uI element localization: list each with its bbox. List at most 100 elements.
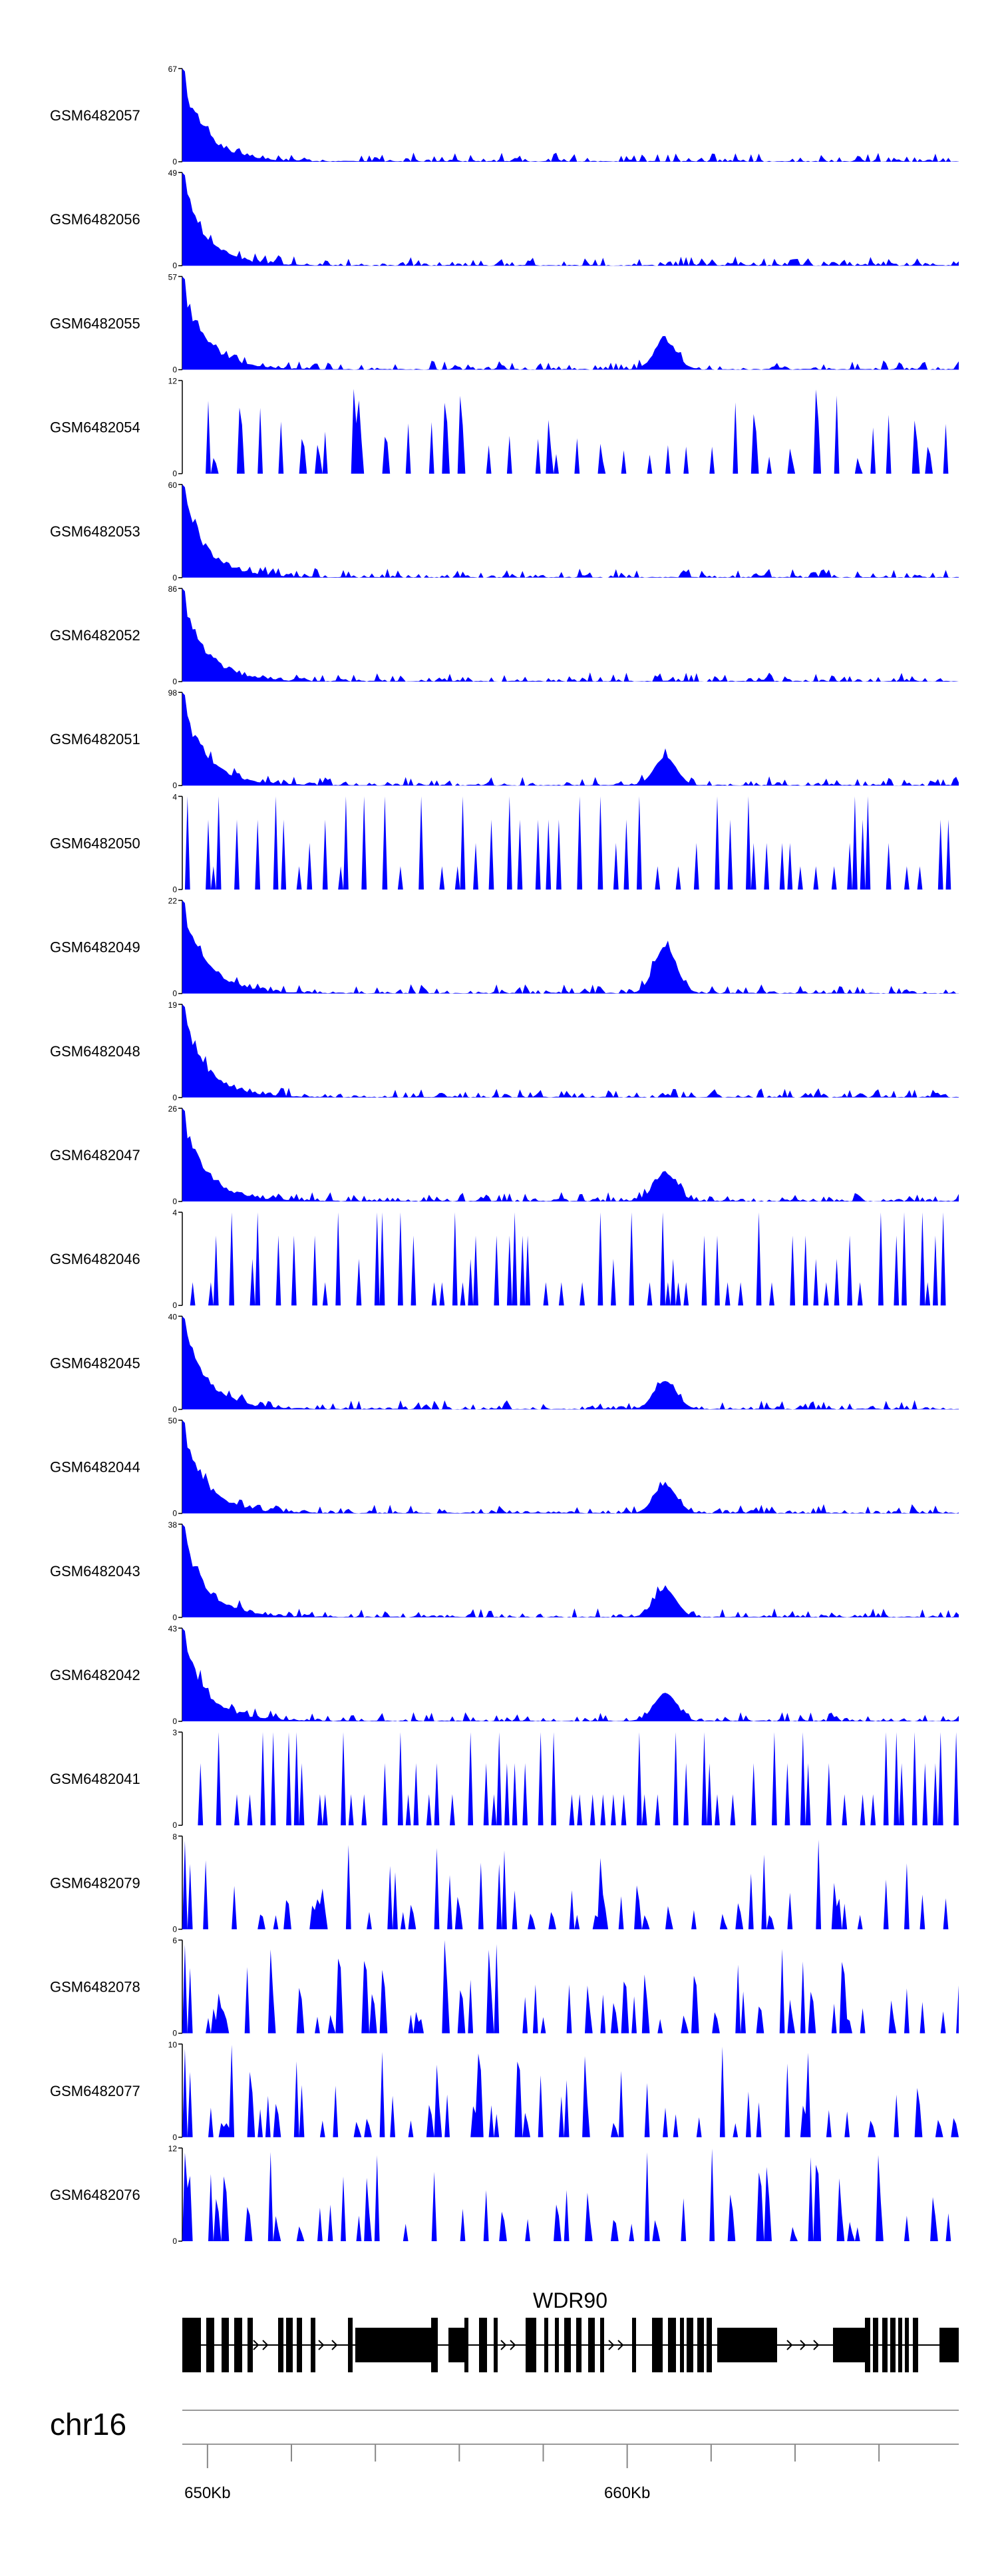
- gene-exon: [479, 2318, 487, 2372]
- gene-model: [182, 2318, 959, 2372]
- y-tick-label-zero: 0: [172, 1717, 177, 1726]
- y-tick-label-max: 3: [172, 1728, 177, 1737]
- coverage-area: [182, 389, 959, 474]
- track: GSM6482044 50 0: [50, 1416, 959, 1518]
- chromosome-label: chr16: [50, 2407, 126, 2442]
- track: GSM6482050 4 0: [50, 792, 959, 894]
- y-tick-label-zero: 0: [172, 469, 177, 479]
- gene-exon: [448, 2328, 464, 2362]
- gene-exon: [555, 2318, 559, 2372]
- strand-arrow: [617, 2340, 624, 2350]
- y-tick-label-zero: 0: [172, 157, 177, 166]
- gene-exon: [600, 2318, 604, 2372]
- strand-arrow: [253, 2340, 259, 2350]
- track-label: GSM6482050: [50, 835, 140, 851]
- track: GSM6482054 12 0: [50, 377, 959, 479]
- y-tick-label-max: 22: [168, 897, 178, 906]
- y-tick-label-zero: 0: [172, 2237, 177, 2246]
- axis-tick-label: 650Kb: [184, 2484, 230, 2502]
- y-tick-label-zero: 0: [172, 1509, 177, 1518]
- y-tick-label-zero: 0: [172, 1821, 177, 1830]
- y-tick-label-max: 86: [168, 584, 178, 594]
- gene-exon: [464, 2318, 468, 2372]
- y-tick-label-max: 57: [168, 272, 178, 282]
- strand-arrow: [813, 2340, 820, 2350]
- y-tick-label-max: 6: [172, 1936, 177, 1946]
- track-label: GSM6482055: [50, 315, 140, 331]
- strand-arrow: [262, 2340, 269, 2350]
- y-tick-label-max: 10: [168, 2040, 178, 2049]
- gene-exon: [355, 2328, 363, 2362]
- coverage-area: [182, 1420, 959, 1514]
- y-tick-label-max: 4: [172, 792, 177, 801]
- y-tick-label-zero: 0: [172, 1924, 177, 1934]
- gene-exon: [687, 2318, 693, 2372]
- coverage-area: [182, 484, 959, 578]
- gene-exon: [234, 2318, 242, 2372]
- track: GSM6482042 43 0: [50, 1624, 959, 1726]
- track: GSM6482049 22 0: [50, 897, 959, 998]
- coverage-area: [182, 2148, 959, 2241]
- strand-arrow: [318, 2340, 325, 2350]
- track-label: GSM6482057: [50, 107, 140, 124]
- gene-exon: [905, 2318, 909, 2372]
- gene-exon: [890, 2318, 896, 2372]
- y-tick-label-max: 38: [168, 1520, 178, 1530]
- strand-arrow: [786, 2340, 793, 2350]
- gene-label: WDR90: [533, 2288, 607, 2312]
- chromosome-axis: chr16 650Kb 660Kb: [50, 2407, 959, 2502]
- y-tick-label-zero: 0: [172, 2133, 177, 2142]
- coverage-area: [182, 172, 959, 266]
- gene-exon: [526, 2318, 536, 2372]
- track: GSM6482046 4 0: [50, 1208, 959, 1310]
- coverage-tracks: GSM6482057670GSM6482056490GSM6482055570G…: [50, 65, 959, 2246]
- coverage-area: [182, 692, 959, 786]
- track: GSM6482048 19 0: [50, 1000, 959, 1102]
- track-label: GSM6482052: [50, 627, 140, 644]
- y-tick-label-zero: 0: [172, 885, 177, 894]
- gene-exon: [898, 2318, 902, 2372]
- gene-exon: [363, 2328, 431, 2362]
- gene-exon: [588, 2318, 595, 2372]
- gene-exon: [564, 2318, 571, 2372]
- coverage-area: [182, 900, 959, 994]
- gene-exon: [494, 2318, 498, 2372]
- axis-tick-label: 660Kb: [604, 2484, 650, 2502]
- track-label: GSM6482076: [50, 2187, 140, 2203]
- gene-exon: [544, 2318, 548, 2372]
- gene-exon: [873, 2318, 878, 2372]
- gene-exon: [717, 2328, 777, 2362]
- coverage-area: [182, 276, 959, 370]
- track-label: GSM6482046: [50, 1251, 140, 1267]
- track: GSM6482056 49 0: [50, 168, 959, 270]
- y-tick-label-zero: 0: [172, 781, 177, 790]
- y-tick-label-max: 60: [168, 481, 178, 490]
- gene-exon: [865, 2318, 870, 2372]
- coverage-area: [182, 1524, 959, 1617]
- track-label: GSM6482043: [50, 1563, 140, 1580]
- y-tick-label-max: 40: [168, 1312, 178, 1321]
- gene-exon: [206, 2318, 214, 2372]
- y-tick-label-max: 12: [168, 2144, 178, 2153]
- y-tick-label-max: 26: [168, 1104, 178, 1114]
- y-tick-label-max: 67: [168, 65, 178, 74]
- coverage-area: [182, 1628, 959, 1721]
- gene-exon: [182, 2318, 201, 2372]
- gene-exon: [913, 2318, 918, 2372]
- coverage-area: [182, 588, 959, 682]
- gene-exon: [348, 2318, 353, 2372]
- coverage-area: [182, 1004, 959, 1098]
- y-tick-label-zero: 0: [172, 1404, 177, 1414]
- gene-exon: [311, 2318, 315, 2372]
- track-label: GSM6482047: [50, 1147, 140, 1164]
- strand-arrow: [500, 2340, 507, 2350]
- track: GSM6482079 8 0: [50, 1832, 959, 1934]
- axis-ticks: 650Kb 660Kb: [184, 2444, 880, 2502]
- y-tick-label-max: 19: [168, 1000, 178, 1010]
- track: GSM6482041 3 0: [50, 1728, 959, 1830]
- gene-exon: [576, 2318, 582, 2372]
- track-label: GSM6482079: [50, 1874, 140, 1891]
- track-label: GSM6482051: [50, 731, 140, 748]
- gene-exon: [680, 2318, 684, 2372]
- gene-exon: [939, 2328, 959, 2362]
